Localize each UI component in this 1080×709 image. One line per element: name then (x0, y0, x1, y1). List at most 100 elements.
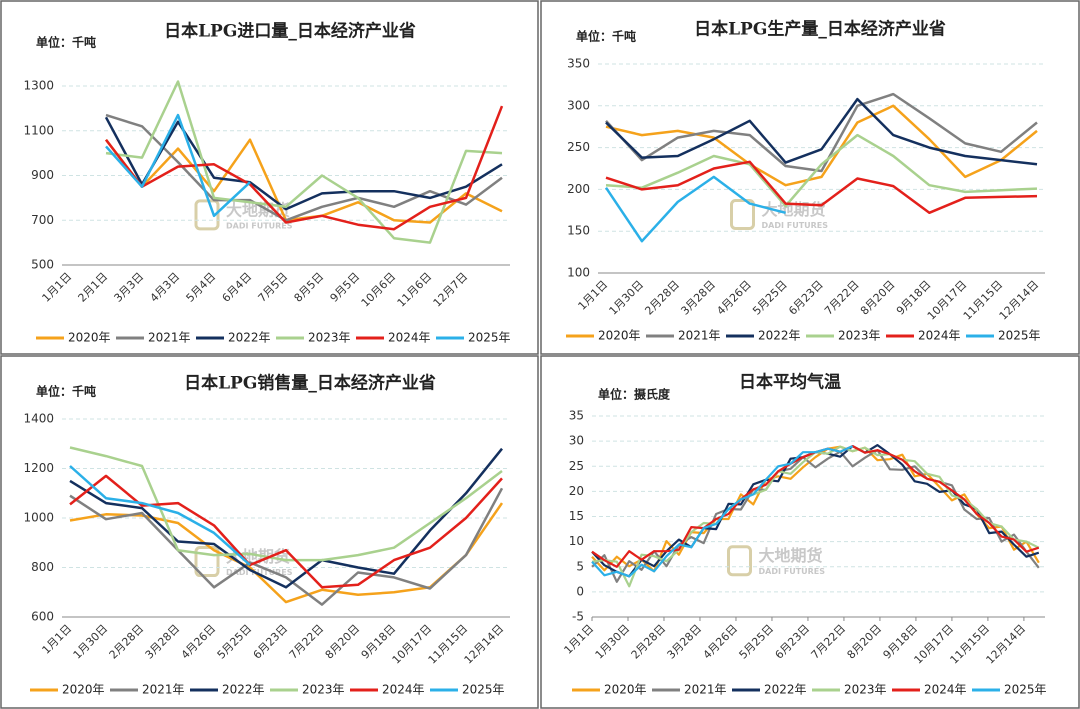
x-tick-label: 12月14日 (462, 622, 507, 667)
series-line (605, 97, 1038, 166)
x-tick-label: 3月3日 (112, 270, 147, 305)
legend-label: 2021年 (678, 329, 721, 343)
y-tick-label: 1000 (23, 511, 54, 525)
panel-frame (540, 0, 1080, 355)
legend-label: 2025年 (462, 683, 505, 697)
series-line (105, 105, 504, 231)
series-line (105, 113, 251, 218)
x-tick-label: 12月7日 (431, 270, 471, 310)
unit-label: 单位：千吨 (36, 35, 96, 50)
x-tick-label: 2月1日 (76, 270, 111, 305)
x-tick-label: 6月23日 (786, 278, 826, 318)
x-tick-label: 1月1日 (562, 622, 597, 657)
legend-label: 2023年 (308, 331, 351, 345)
x-tick-label: 1月1日 (40, 270, 75, 305)
series-line (69, 474, 503, 589)
legend-label: 2022年 (764, 683, 807, 697)
unit-label: 单位：摄氏度 (598, 387, 671, 402)
legend-label: 2025年 (1004, 683, 1047, 697)
watermark-logo (194, 199, 220, 231)
y-tick-label: 900 (31, 168, 54, 182)
series-line (591, 445, 854, 578)
x-tick-label: 6月4日 (220, 270, 255, 305)
legend-label: 2024年 (388, 331, 431, 345)
legend-label: 2024年 (918, 329, 961, 343)
legend-label: 2023年 (844, 683, 887, 697)
y-tick-label: 20 (569, 484, 584, 498)
x-tick-label: 6月23日 (251, 622, 291, 662)
y-tick-label: 200 (567, 182, 590, 196)
x-tick-label: 9月5日 (328, 270, 363, 305)
x-tick-label: 5月25日 (215, 622, 255, 662)
legend-label: 2022年 (222, 683, 265, 697)
legend-label: 2022年 (228, 331, 271, 345)
y-tick-label: 15 (569, 509, 584, 523)
legend-label: 2024年 (382, 683, 425, 697)
legend-label: 2023年 (302, 683, 345, 697)
series-line (605, 160, 1038, 215)
series-line (591, 449, 1040, 583)
legend-label: 2020年 (604, 683, 647, 697)
x-tick-label: 2月28日 (107, 622, 147, 662)
panel-frame (0, 0, 539, 355)
y-tick-label: 0 (576, 584, 584, 598)
x-tick-label: 1月1日 (40, 622, 75, 657)
x-tick-label: 4月3日 (148, 270, 183, 305)
y-tick-label: 35 (569, 409, 584, 423)
y-tick-label: 5 (576, 559, 584, 573)
watermark-logo (727, 545, 752, 577)
y-tick-label: 10 (569, 534, 584, 548)
panel-frame (0, 355, 539, 709)
y-tick-label: 250 (567, 140, 590, 154)
series-line (605, 133, 1038, 208)
y-tick-label: 150 (567, 224, 590, 238)
x-tick-label: 10月6日 (359, 270, 399, 310)
x-tick-label: 7月22日 (822, 278, 862, 318)
unit-label: 单位：千吨 (576, 29, 636, 44)
legend-label: 2021年 (148, 331, 191, 345)
y-tick-label: 600 (31, 610, 54, 624)
x-tick-label: 1月30日 (607, 278, 647, 318)
x-tick-label: 5月25日 (737, 622, 777, 662)
series-line (604, 175, 786, 243)
legend-label: 2020年 (68, 331, 111, 345)
x-tick-label: 3月28日 (143, 622, 183, 662)
series-line (69, 487, 504, 606)
x-tick-label: 2月28日 (629, 622, 669, 662)
x-tick-label: 1月30日 (593, 622, 633, 662)
y-tick-label: 1200 (23, 461, 54, 475)
x-tick-label: 7月5日 (256, 270, 291, 305)
y-tick-label: 100 (567, 266, 590, 280)
y-tick-label: 1400 (23, 412, 54, 426)
x-tick-label: 4月26日 (179, 622, 219, 662)
x-tick-label: 3月28日 (678, 278, 718, 318)
series-line (105, 80, 503, 244)
legend-label: 2020年 (598, 329, 641, 343)
chart-title: 日本平均气温 (739, 372, 841, 393)
chart-title: 日本LPG进口量_日本经济产业省 (164, 21, 416, 42)
watermark-en: DADI FUTURES (226, 221, 293, 230)
watermark-logo (194, 546, 220, 578)
y-tick-label: -5 (572, 610, 584, 624)
watermark-en: DADI FUTURES (759, 567, 826, 576)
series-line (69, 446, 503, 562)
x-tick-label: 7月22日 (287, 622, 327, 662)
x-tick-label: 11月6日 (395, 270, 435, 310)
legend-label: 2025年 (998, 329, 1041, 343)
x-tick-label: 4月26日 (714, 278, 754, 318)
watermark-logo (730, 198, 755, 230)
x-tick-label: 5月4日 (184, 270, 219, 305)
legend-label: 2020年 (62, 683, 105, 697)
x-tick-label: 3月28日 (665, 622, 705, 662)
legend-label: 2023年 (838, 329, 881, 343)
series-line (605, 92, 1038, 173)
x-tick-label: 8月20日 (858, 278, 898, 318)
legend-label: 2024年 (924, 683, 967, 697)
series-line (104, 116, 503, 211)
legend-label: 2021年 (684, 683, 727, 697)
series-line (605, 104, 1038, 187)
unit-label: 单位：千吨 (36, 384, 96, 399)
y-tick-label: 700 (31, 213, 54, 227)
y-tick-label: 350 (567, 57, 590, 71)
